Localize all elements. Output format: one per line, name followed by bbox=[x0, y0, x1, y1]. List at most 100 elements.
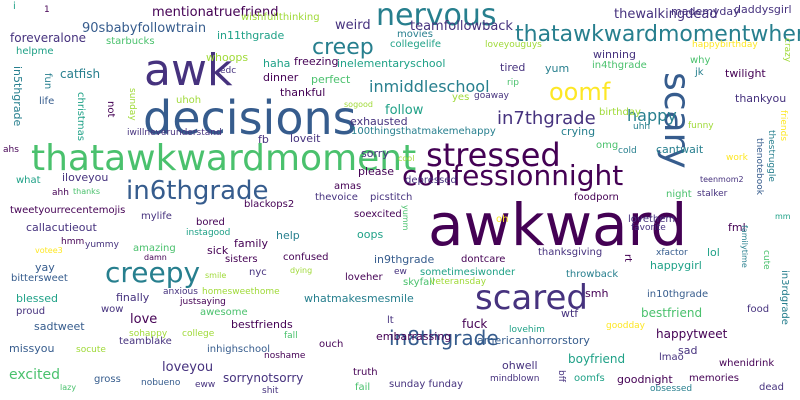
word: truth bbox=[353, 367, 378, 378]
word: please bbox=[358, 165, 395, 178]
word: teamfollowback bbox=[410, 19, 513, 34]
word: thewalkingdead bbox=[614, 7, 718, 22]
word: obsessed bbox=[650, 384, 693, 394]
word: creepy bbox=[105, 256, 201, 289]
word: iwillneverunderstand bbox=[127, 128, 222, 138]
word: ew bbox=[394, 267, 407, 277]
word: happygirl bbox=[650, 259, 702, 272]
word: amazing bbox=[133, 243, 176, 254]
word: instagood bbox=[186, 228, 231, 238]
word: stalker bbox=[697, 189, 728, 199]
word: whenidrink bbox=[719, 358, 775, 369]
word: tired bbox=[500, 61, 526, 74]
word: excited bbox=[9, 367, 60, 383]
word: dead bbox=[759, 382, 784, 393]
word: confessionnight bbox=[402, 159, 624, 192]
word: lmao bbox=[659, 352, 684, 363]
word: in5thgrade bbox=[11, 66, 24, 127]
word: night bbox=[666, 189, 692, 200]
word: embarrassing bbox=[376, 330, 452, 343]
word: sisters bbox=[225, 254, 258, 265]
word: wtf bbox=[561, 307, 579, 320]
word: skyfall bbox=[403, 277, 435, 288]
word: twilight bbox=[725, 67, 766, 80]
word: rip bbox=[507, 78, 519, 88]
word: in3rdgrade bbox=[779, 270, 790, 325]
word: lovethem bbox=[628, 214, 676, 225]
word: uhh bbox=[633, 122, 651, 132]
word: lol bbox=[707, 246, 720, 259]
word: mentionatruefriend bbox=[152, 5, 279, 20]
word: rt bbox=[622, 254, 633, 263]
word: familytime bbox=[740, 225, 749, 268]
word: perfect bbox=[311, 73, 351, 86]
word: haha bbox=[263, 57, 291, 70]
word: christmas bbox=[75, 92, 86, 141]
word: thatawkwardmoment bbox=[31, 138, 417, 179]
word: stressed bbox=[426, 136, 561, 174]
word: omg bbox=[596, 140, 619, 151]
word: goaway bbox=[474, 91, 509, 101]
word: love bbox=[130, 312, 158, 327]
word: jk bbox=[695, 67, 704, 78]
word: inelementaryschool bbox=[337, 57, 446, 70]
word: tweetyourrecentemojis bbox=[10, 205, 126, 216]
word: sorrynotsorry bbox=[223, 371, 304, 385]
word: whatmakesmesmile bbox=[304, 292, 414, 305]
word: oh bbox=[496, 214, 509, 225]
word: loveher bbox=[345, 272, 383, 283]
word: thanks bbox=[73, 187, 100, 196]
word: wow bbox=[101, 304, 124, 315]
word: oops bbox=[357, 228, 384, 241]
word: mylife bbox=[141, 211, 172, 222]
word: foodporn bbox=[574, 192, 619, 203]
word: birthday bbox=[599, 107, 641, 118]
word: hmm bbox=[61, 237, 85, 247]
word: bored bbox=[196, 217, 225, 228]
word: edc bbox=[220, 66, 237, 76]
word: nervous bbox=[376, 0, 497, 33]
word: lt bbox=[387, 315, 394, 326]
word: fml bbox=[728, 221, 746, 234]
word: what bbox=[16, 175, 41, 186]
word: winning bbox=[593, 48, 637, 61]
word: loveyouguys bbox=[485, 40, 542, 50]
word: socute bbox=[76, 345, 106, 355]
word: uhoh bbox=[176, 95, 202, 106]
word: soexcited bbox=[354, 209, 402, 220]
word: thenotebook bbox=[754, 138, 764, 195]
word: yay bbox=[35, 261, 55, 274]
word: helpme bbox=[16, 46, 54, 57]
word: fb bbox=[258, 133, 269, 146]
word: nyc bbox=[249, 267, 267, 278]
word: inmiddleschool bbox=[369, 77, 490, 96]
word: proud bbox=[16, 306, 46, 317]
word: americanhorrorstory bbox=[477, 334, 590, 347]
word: oomf bbox=[549, 78, 611, 106]
word: 90sbabyfollowtrain bbox=[82, 21, 207, 36]
word: justsaying bbox=[180, 297, 226, 307]
word: confused bbox=[283, 252, 329, 263]
word: in10thgrade bbox=[647, 289, 709, 300]
word: foreveralone bbox=[10, 31, 87, 45]
word: yummy bbox=[85, 240, 119, 250]
word: thankyou bbox=[735, 92, 787, 105]
word: smile bbox=[205, 271, 227, 280]
word: in6thgrade bbox=[126, 176, 269, 206]
word: i bbox=[13, 1, 16, 12]
word: help bbox=[276, 229, 300, 242]
word: veteransday bbox=[430, 277, 487, 287]
word: decisions bbox=[143, 91, 357, 145]
word: 1 bbox=[44, 5, 50, 15]
word: in7thgrade bbox=[497, 108, 596, 129]
word: fail bbox=[355, 382, 371, 393]
word: college bbox=[182, 329, 215, 339]
word: scared bbox=[475, 278, 588, 318]
word: votee3 bbox=[35, 246, 63, 255]
word: picstitch bbox=[370, 192, 413, 203]
word: amas bbox=[334, 181, 362, 192]
word: oomfs bbox=[574, 373, 605, 384]
word: cool bbox=[398, 154, 415, 163]
word: ahs bbox=[3, 145, 19, 155]
